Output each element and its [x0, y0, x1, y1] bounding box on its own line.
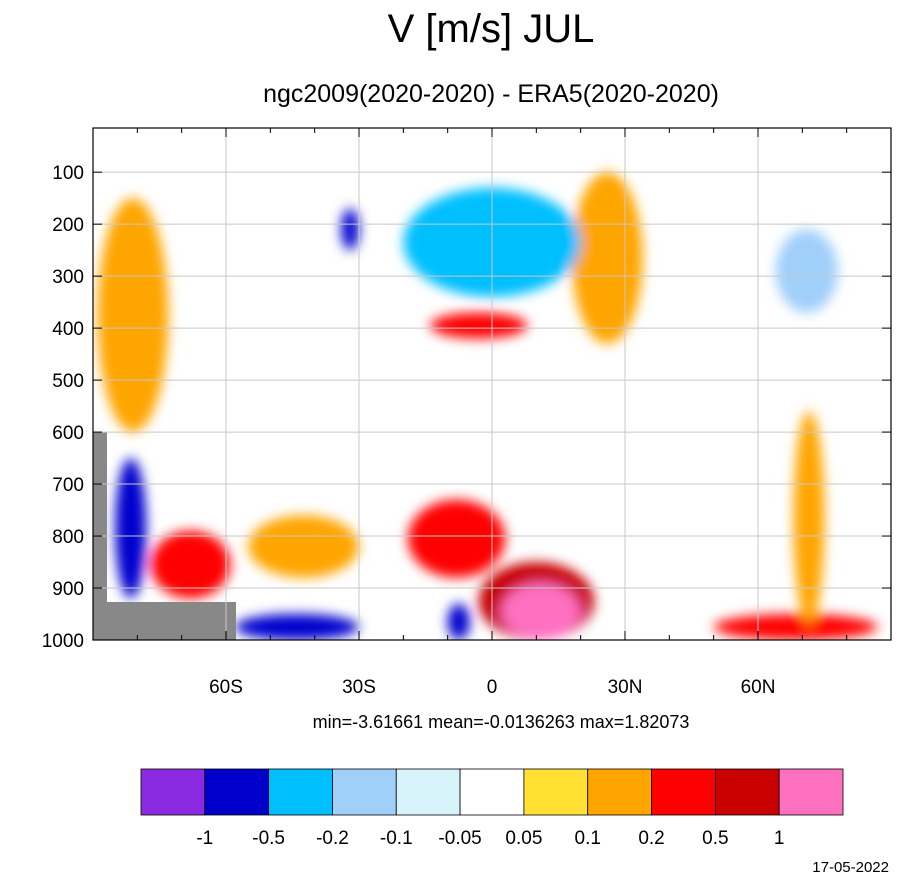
contour-region-17 [713, 614, 878, 640]
contour-region-15 [150, 530, 231, 599]
contour-region-3 [571, 172, 643, 344]
colorbar-label-9: 1 [774, 828, 785, 849]
chart-title: V [m/s] JUL [388, 7, 595, 51]
x-tick-label-2: 0 [487, 677, 498, 698]
colorbar-swatch-6 [523, 768, 589, 816]
y-tick-label-6: 700 [52, 475, 84, 496]
y-tick-label-3: 400 [52, 319, 84, 340]
y-tick-label-9: 1000 [42, 631, 84, 652]
contour-region-18 [793, 411, 825, 625]
contour-region-12 [234, 614, 359, 640]
colorbar-label-7: 0.2 [638, 828, 664, 849]
colorbar-label-4: -0.05 [438, 828, 481, 849]
colorbar-swatch-4 [395, 768, 461, 816]
x-tick-label-1: 30S [342, 677, 376, 698]
colorbar-label-5: 0.05 [505, 828, 542, 849]
contour-region-1 [97, 198, 169, 433]
stats-line: min=-3.61661 mean=-0.0136263 max=1.82073 [313, 712, 690, 732]
colorbar-swatch-3 [332, 768, 397, 816]
colorbar-label-1: -0.5 [252, 828, 285, 849]
y-tick-label-8: 900 [52, 579, 84, 600]
colorbar-swatch-10 [778, 768, 844, 816]
chart-subtitle: ngc2009(2020-2020) - ERA5(2020-2020) [263, 80, 719, 108]
x-tick-label-3: 30N [608, 677, 643, 698]
colorbar-swatch-7 [587, 768, 652, 816]
contour-region-11 [248, 515, 359, 578]
colorbar-swatch-2 [268, 768, 333, 816]
missing-data-mask [93, 432, 236, 640]
colorbar-label-3: -0.1 [380, 828, 413, 849]
y-tick-label-0: 100 [52, 163, 84, 184]
contour-fill-layer [97, 172, 878, 640]
x-tick-label-4: 60N [741, 677, 776, 698]
contour-region-6 [341, 208, 359, 251]
y-tick-label-7: 800 [52, 527, 84, 548]
contour-region-16 [775, 229, 838, 313]
contour-region-10 [500, 582, 581, 640]
colorbar-label-2: -0.2 [316, 828, 349, 849]
contour-region-13 [447, 603, 470, 640]
plot-area [93, 128, 891, 640]
colorbar-swatch-5 [459, 768, 525, 816]
y-tick-label-5: 600 [52, 423, 84, 444]
y-tick-label-4: 500 [52, 371, 84, 392]
x-tick-label-0: 60S [209, 677, 243, 698]
colorbar: -1 -0.5 -0.2 -0.1 -0.05 0.05 0.1 0.2 0.5 1 [140, 768, 844, 849]
y-tick-label-2: 300 [52, 267, 84, 288]
colorbar-label-0: -1 [196, 828, 213, 849]
colorbar-swatch-0 [140, 768, 206, 816]
colorbar-swatch-9 [714, 768, 780, 816]
contour-region-14 [115, 458, 147, 599]
grid-lines [93, 128, 891, 640]
y-axis: 100 200 300 400 500 600 700 800 900 1000 [42, 163, 891, 652]
contour-region-7 [429, 312, 528, 339]
colorbar-label-6: 0.1 [575, 828, 601, 849]
y-tick-label-1: 200 [52, 215, 84, 236]
colorbar-label-8: 0.5 [702, 828, 728, 849]
colorbar-swatch-8 [651, 768, 716, 816]
colorbar-swatch-1 [204, 768, 270, 816]
contour-region-8 [407, 499, 506, 578]
footer-date: 17-05-2022 [812, 859, 889, 876]
x-axis: 60S 30S 0 30N 60N [136, 128, 848, 698]
